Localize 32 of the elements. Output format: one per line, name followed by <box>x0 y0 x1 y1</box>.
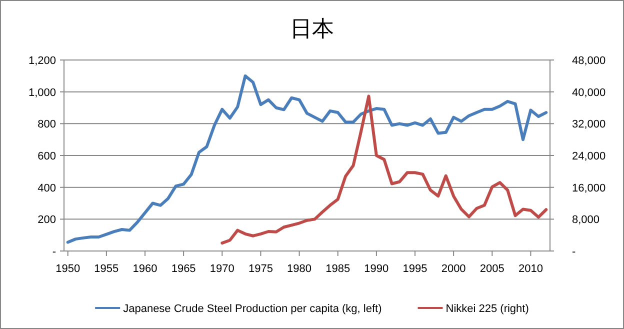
x-tick-label: 1990 <box>364 263 389 275</box>
x-tick-label: 2000 <box>441 263 466 275</box>
y-tick-label: - <box>52 246 56 258</box>
y2-tick-label: 16,000 <box>572 182 606 194</box>
y2-tick-label: 24,000 <box>572 150 606 162</box>
y-tick-label: 1,000 <box>28 86 56 99</box>
x-tick-label: 2005 <box>480 263 504 275</box>
y2-tick-label: 40,000 <box>572 86 606 99</box>
y2-tick-label: 8,000 <box>572 214 600 226</box>
line-series <box>66 74 548 244</box>
x-tick-label: 1960 <box>132 263 158 275</box>
line-series <box>220 94 548 245</box>
x-tick-label: 1985 <box>326 263 350 275</box>
x-tick-label: 2010 <box>518 263 543 275</box>
x-tick-label: 1970 <box>210 263 234 275</box>
x-tick-label: 1955 <box>94 263 119 275</box>
y-tick-label: 800 <box>38 118 56 131</box>
y2-tick-label: - <box>572 246 576 258</box>
y-tick-label: 400 <box>38 182 56 194</box>
y-tick-label: 200 <box>38 214 56 226</box>
x-tick-label: 1975 <box>248 263 273 275</box>
y2-tick-label: 32,000 <box>572 118 606 131</box>
y-tick-label: 600 <box>38 150 56 162</box>
x-tick-label: 1995 <box>402 263 428 275</box>
y-tick-label: 1,200 <box>28 55 56 67</box>
y2-tick-label: 48,000 <box>572 55 606 67</box>
x-tick-label: 1950 <box>56 263 80 275</box>
legend-label: Japanese Crude Steel Production per capita (kg, left) <box>123 303 382 315</box>
chart-title: 日本 <box>290 16 334 41</box>
x-tick-label: 1980 <box>287 263 312 275</box>
x-tick-label: 1965 <box>171 263 196 275</box>
legend-label: Nikkei 225 (right) <box>446 303 529 315</box>
